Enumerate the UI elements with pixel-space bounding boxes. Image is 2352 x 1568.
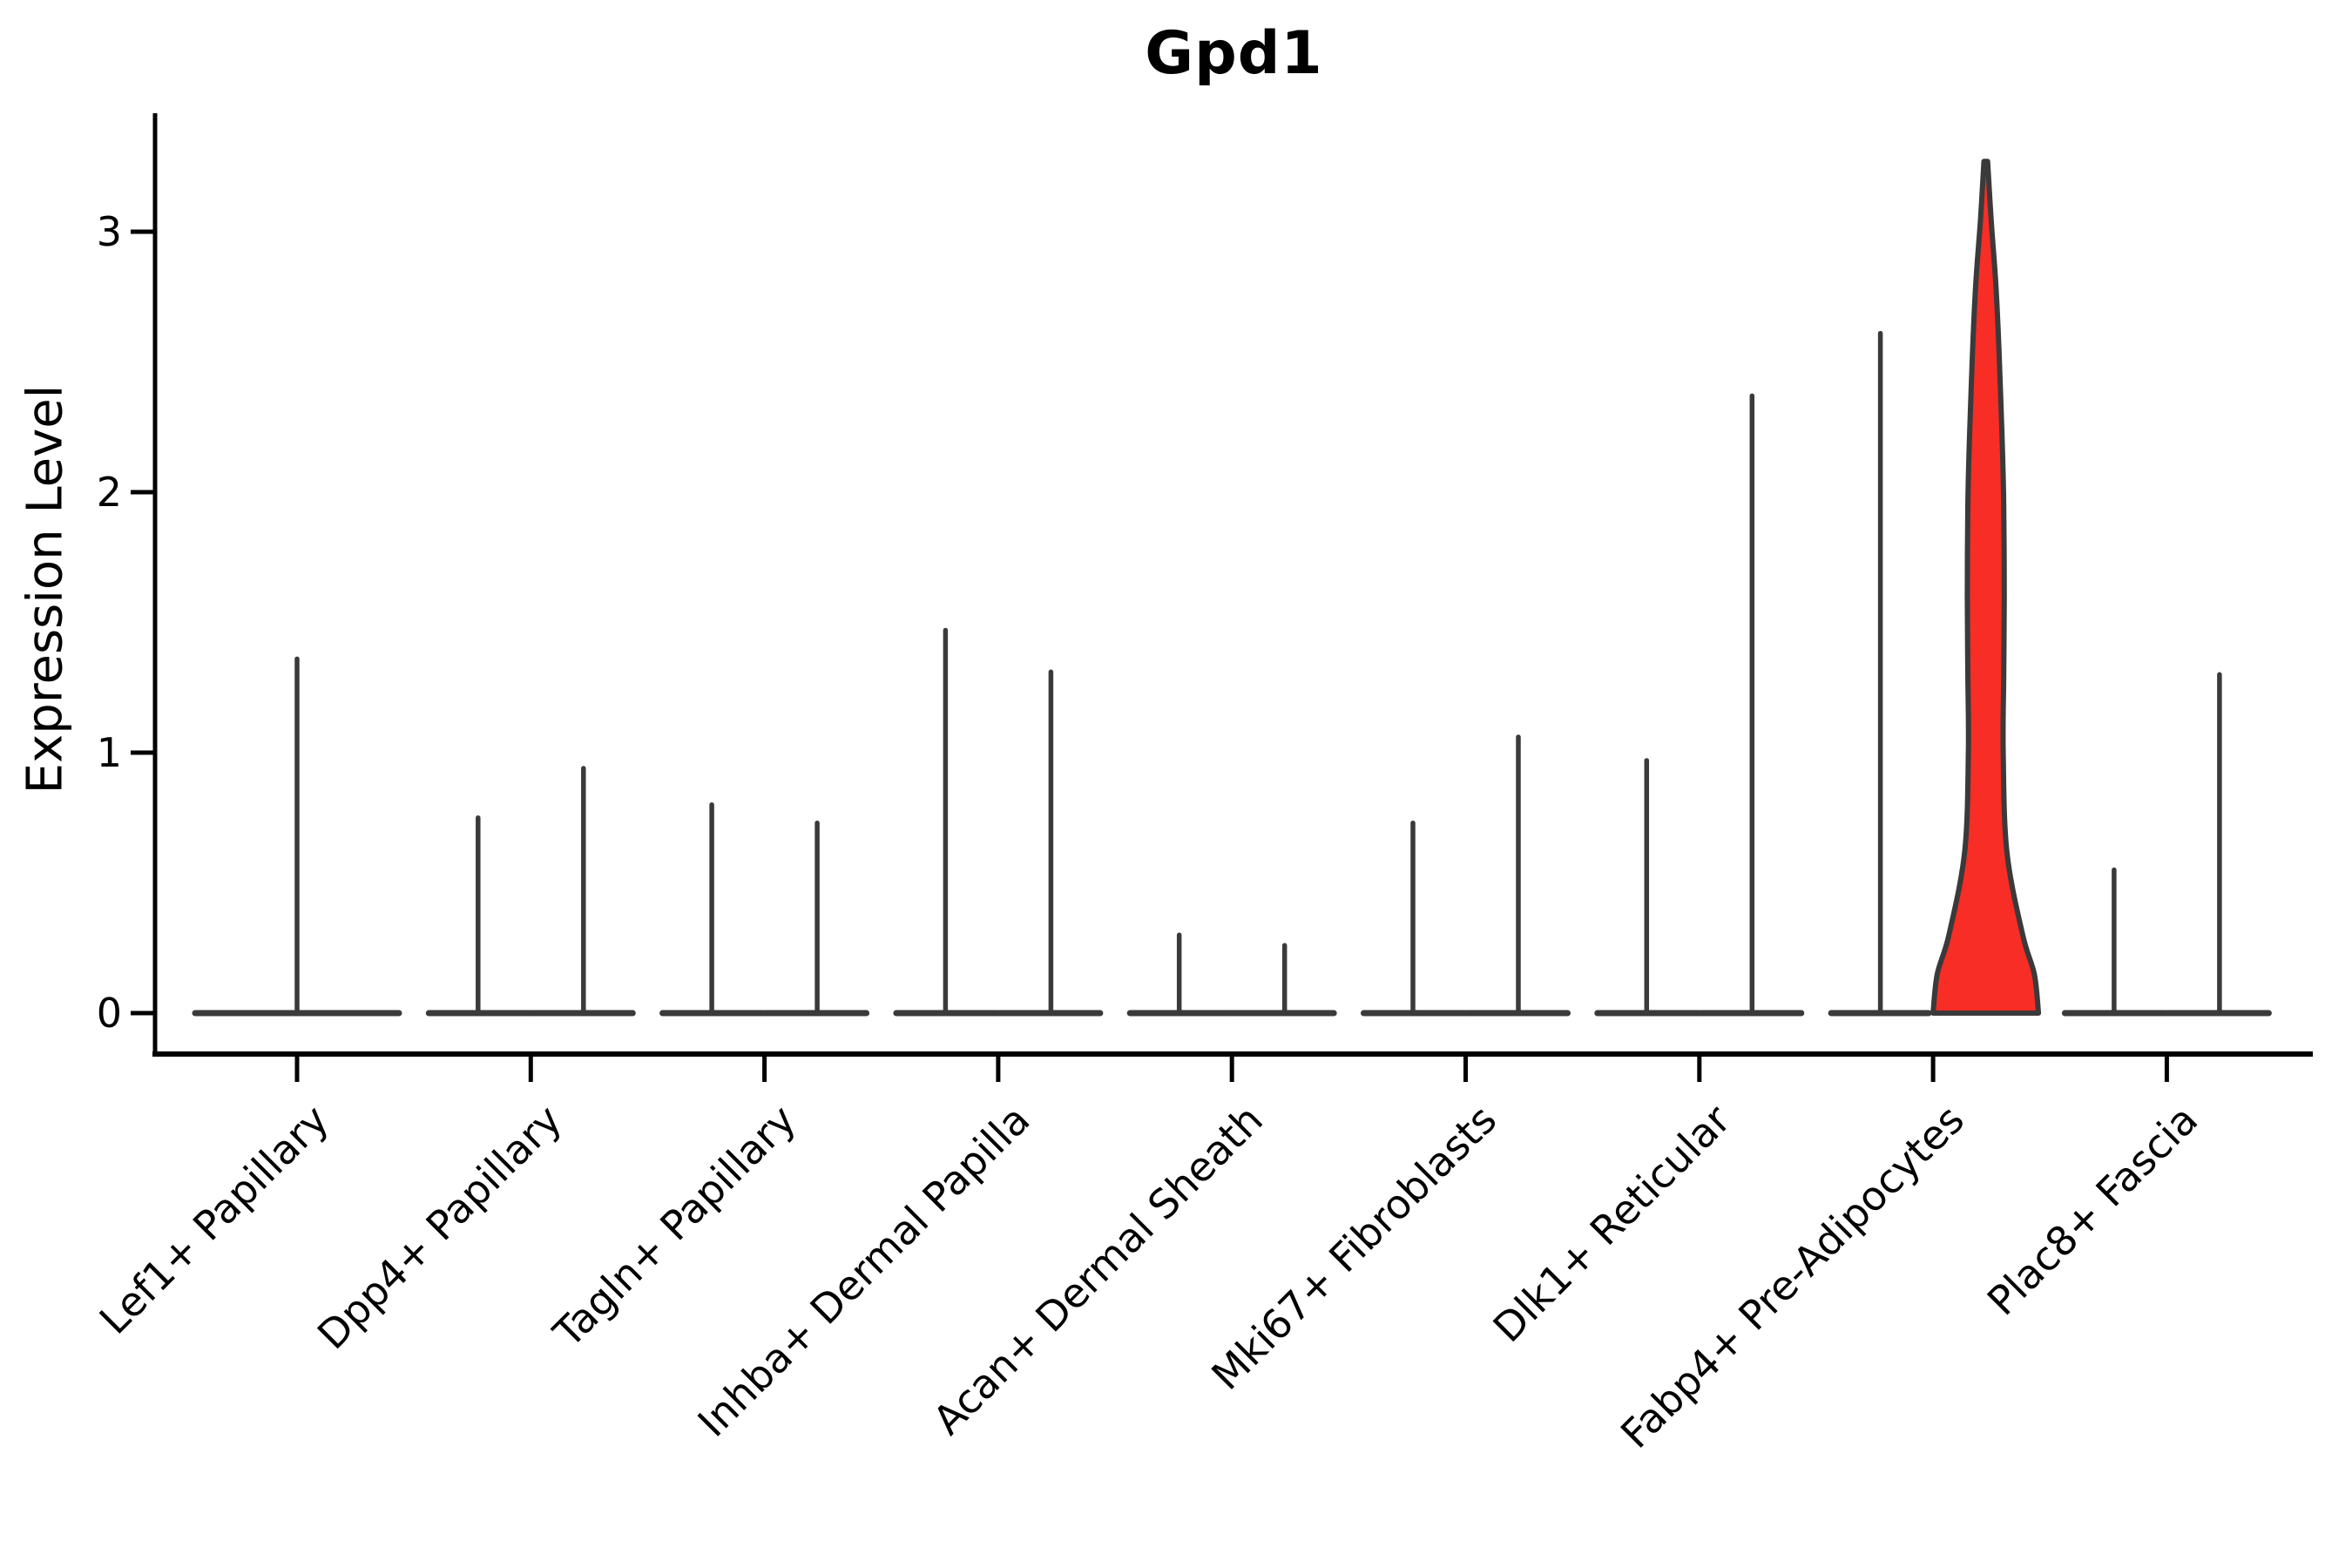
y-tick-label: 0 [96, 990, 122, 1037]
y-tick-label: 3 [96, 208, 122, 255]
highlighted-violin [1930, 159, 2042, 1016]
y-tick-label: 1 [96, 729, 122, 776]
y-axis-label: Expression Level [17, 384, 74, 794]
chart-title: Gpd1 [1145, 19, 1323, 88]
y-tick-label: 2 [96, 469, 122, 516]
